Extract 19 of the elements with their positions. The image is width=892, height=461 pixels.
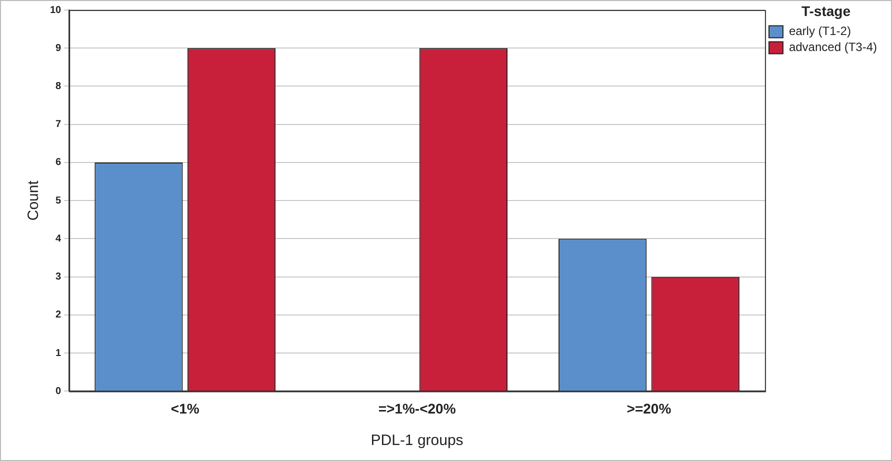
y-tick-label: 9 <box>56 42 62 54</box>
x-axis-title: PDL-1 groups <box>370 432 464 450</box>
y-tick-label: 10 <box>50 4 62 16</box>
legend-title: T-stage <box>801 2 851 19</box>
y-tick-label: 5 <box>56 195 62 206</box>
y-tick-label: 4 <box>56 233 62 244</box>
legend-label: early (T1-2) <box>788 24 851 38</box>
y-axis-title: Count <box>25 180 42 221</box>
y-tick-label: 8 <box>56 80 62 92</box>
y-tick-label: 1 <box>56 348 62 359</box>
y-tick-label: 7 <box>56 119 62 130</box>
x-tick-label: =>1%-<20% <box>378 400 456 416</box>
y-tick-label: 0 <box>56 386 62 397</box>
x-tick-label: <1% <box>170 400 200 416</box>
y-tick-label: 3 <box>56 272 62 283</box>
y-tick-label: 2 <box>56 310 62 321</box>
legend-label: advanced (T3-4) <box>788 40 878 54</box>
x-tick-label: >=20% <box>626 400 672 416</box>
y-tick-label: 6 <box>56 157 62 168</box>
